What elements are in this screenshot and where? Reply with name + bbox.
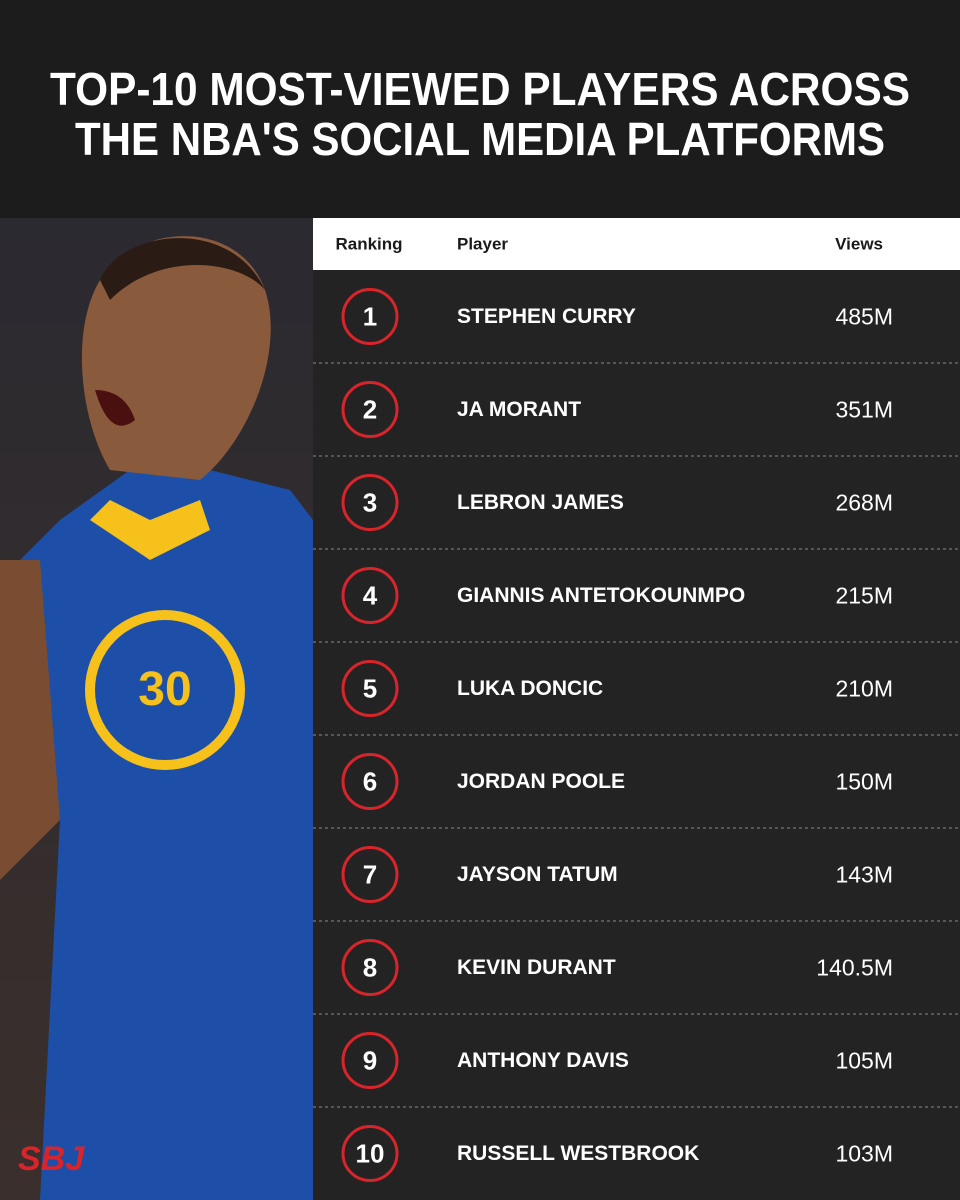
title-line: TOP-10 MOST-VIEWED PLAYERS ACROSS (50, 63, 910, 115)
rank-circle (341, 1125, 399, 1182)
rank: 9 (363, 1046, 377, 1076)
rank: 3 (363, 488, 377, 518)
rank-circle (341, 939, 399, 996)
views: 143M (835, 862, 893, 888)
rank-circle (341, 567, 399, 624)
rank-circle (341, 1032, 399, 1089)
views: 210M (835, 676, 893, 702)
rank: 5 (363, 674, 377, 704)
player-name: GIANNIS ANTETOKOUNMPO (457, 584, 745, 607)
player-name: JORDAN POOLE (457, 770, 625, 793)
player-name: ANTHONY DAVIS (457, 1049, 629, 1072)
svg-text:30: 30 (138, 663, 191, 716)
player-name: LEBRON JAMES (457, 491, 624, 514)
logo: SBJ (18, 1140, 85, 1178)
views: 140.5M (816, 955, 893, 981)
player-name: JAYSON TATUM (457, 863, 618, 886)
player-name: LUKA DONCIC (457, 677, 603, 700)
views: 351M (835, 397, 893, 423)
rank: 1 (363, 302, 377, 332)
rank: 2 (363, 395, 377, 425)
rank-circle (341, 846, 399, 903)
table-rows: 1 STEPHEN CURRY 485M 2 JA MORANT 351M 3 LEBRON … (313, 288, 960, 1182)
table-header (313, 218, 960, 270)
player-name: JA MORANT (457, 398, 581, 421)
rank-circle (341, 288, 399, 345)
views: 268M (835, 490, 893, 516)
rank: 8 (363, 953, 377, 983)
player-photo: 30 (0, 218, 313, 1200)
views: 105M (835, 1048, 893, 1074)
player-name: RUSSELL WESTBROOK (457, 1142, 699, 1165)
rank-circle (341, 753, 399, 810)
title-line: THE NBA'S SOCIAL MEDIA PLATFORMS (75, 113, 885, 165)
views: 103M (835, 1141, 893, 1167)
rank: 4 (363, 581, 378, 611)
rank-circle (341, 660, 399, 717)
table-body (313, 218, 960, 1200)
rank-circle (341, 474, 399, 531)
player-name: STEPHEN CURRY (457, 305, 636, 328)
rank: 7 (363, 860, 377, 890)
player-name: KEVIN DURANT (457, 956, 616, 979)
rank: 10 (356, 1139, 385, 1169)
views: 150M (835, 769, 893, 795)
column-header: Player (457, 234, 508, 253)
header-band (0, 0, 960, 218)
column-header: Views (835, 234, 883, 253)
column-header: Ranking (335, 234, 402, 253)
views: 485M (835, 304, 893, 330)
views: 215M (835, 583, 893, 609)
rank-circle (341, 381, 399, 438)
rank: 6 (363, 767, 377, 797)
